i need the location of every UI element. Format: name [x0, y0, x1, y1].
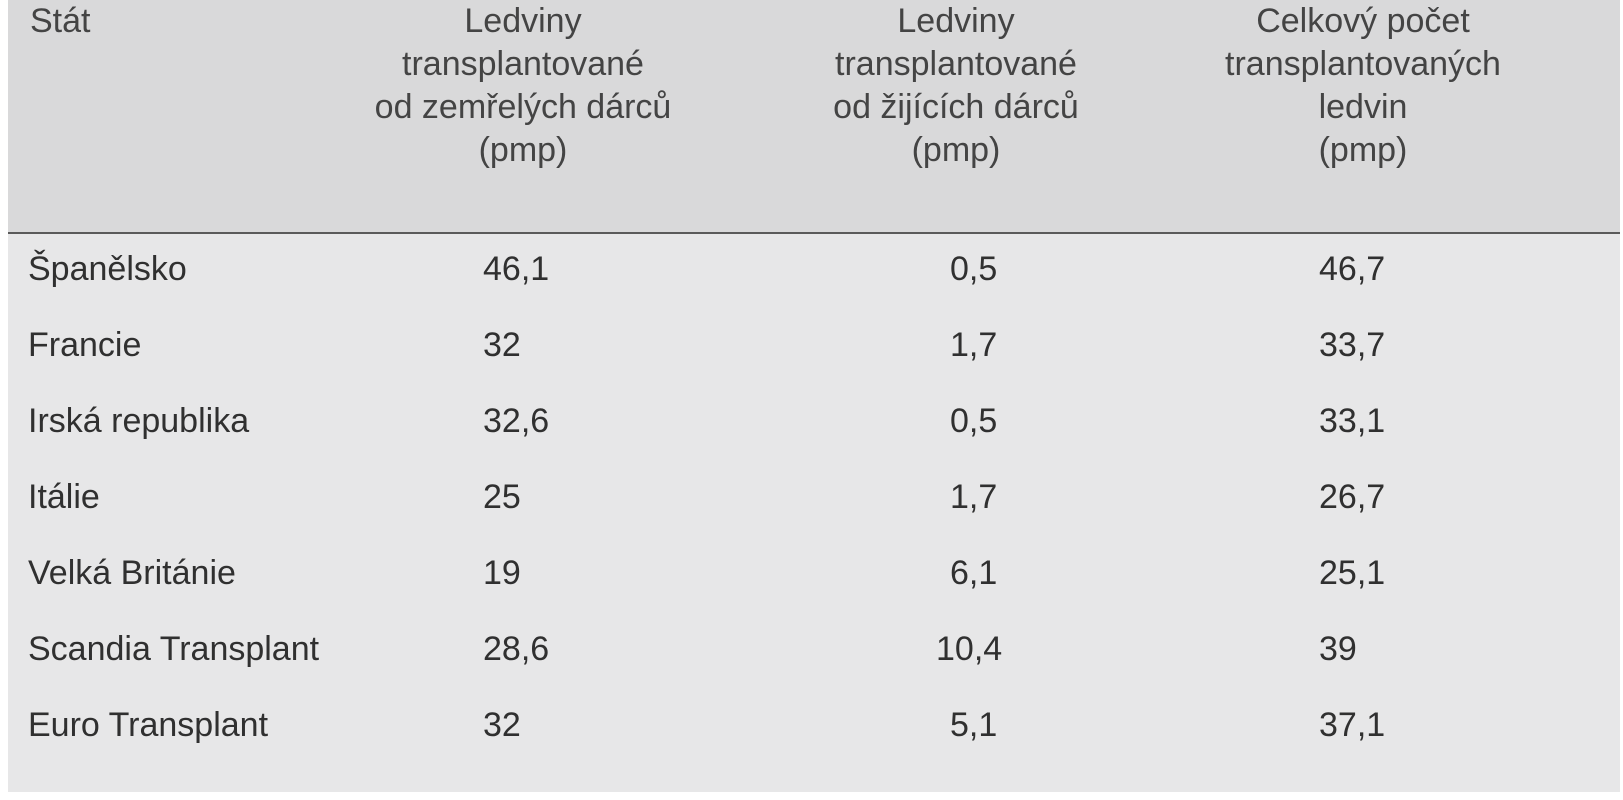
header-total: Celkový počet transplantovaných ledvin (…: [1208, 0, 1518, 172]
country-cell: Scandia Transplant: [28, 630, 320, 668]
deceased-cell: 32: [483, 706, 521, 744]
header-deceased-line-3: od zemřelých dárců: [374, 88, 672, 126]
header-country-line: Stát: [30, 2, 91, 40]
table-row: Scandia Transplant 28,6 10,4 39: [8, 620, 1620, 696]
header-country: Stát: [30, 0, 90, 43]
header-total-line-4: (pmp): [1318, 131, 1408, 169]
country-cell: Španělsko: [28, 250, 187, 288]
header-deceased-line-4: (pmp): [478, 131, 568, 169]
country-cell: Itálie: [28, 478, 100, 516]
total-cell: 37,1: [1319, 706, 1386, 744]
total-cell: 26,7: [1319, 478, 1386, 516]
kidney-transplant-table: Stát Ledviny transplantované od zemřelýc…: [8, 0, 1620, 792]
living-cell: 1,7: [950, 326, 998, 364]
country-cell: Francie: [28, 326, 142, 364]
living-cell: 0,5: [950, 402, 998, 440]
total-cell: 39: [1319, 630, 1357, 668]
living-cell: 1,7: [950, 478, 998, 516]
deceased-cell: 25: [483, 478, 521, 516]
table-row: Irská republika 32,6 0,5 33,1: [8, 392, 1620, 468]
deceased-cell: 32: [483, 326, 521, 364]
deceased-cell: 19: [483, 554, 521, 592]
table-row: Euro Transplant 32 5,1 37,1: [8, 696, 1620, 772]
living-cell: 5,1: [950, 706, 998, 744]
living-cell: 6,1: [950, 554, 998, 592]
table-row: Francie 32 1,7 33,7: [8, 316, 1620, 392]
deceased-cell: 28,6: [483, 630, 550, 668]
header-total-line-3: ledvin: [1318, 88, 1408, 126]
table-header: Stát Ledviny transplantované od zemřelýc…: [8, 0, 1620, 234]
header-deceased-line-1: Ledviny: [464, 2, 582, 40]
deceased-cell: 32,6: [483, 402, 550, 440]
header-total-line-2: transplantovaných: [1225, 45, 1501, 83]
total-cell: 25,1: [1319, 554, 1386, 592]
country-cell: Euro Transplant: [28, 706, 269, 744]
header-living-line-1: Ledviny: [897, 2, 1015, 40]
header-living-line-2: transplantované: [835, 45, 1077, 83]
deceased-cell: 46,1: [483, 250, 550, 288]
living-cell: 10,4: [936, 630, 1003, 668]
total-cell: 33,7: [1319, 326, 1386, 364]
total-cell: 46,7: [1319, 250, 1386, 288]
country-cell: Velká Británie: [28, 554, 236, 592]
living-cell: 0,5: [950, 250, 998, 288]
header-living: Ledviny transplantované od žijících dárc…: [816, 0, 1096, 172]
table-row: Itálie 25 1,7 26,7: [8, 468, 1620, 544]
table-row: Španělsko 46,1 0,5 46,7: [8, 240, 1620, 316]
country-cell: Irská republika: [28, 402, 250, 440]
header-total-line-1: Celkový počet: [1256, 2, 1470, 40]
header-deceased: Ledviny transplantované od zemřelých dár…: [363, 0, 683, 172]
total-cell: 33,1: [1319, 402, 1386, 440]
header-deceased-line-2: transplantované: [402, 45, 644, 83]
header-living-line-3: od žijících dárců: [833, 88, 1079, 126]
header-living-line-4: (pmp): [911, 131, 1001, 169]
table-row: Velká Británie 19 6,1 25,1: [8, 544, 1620, 620]
